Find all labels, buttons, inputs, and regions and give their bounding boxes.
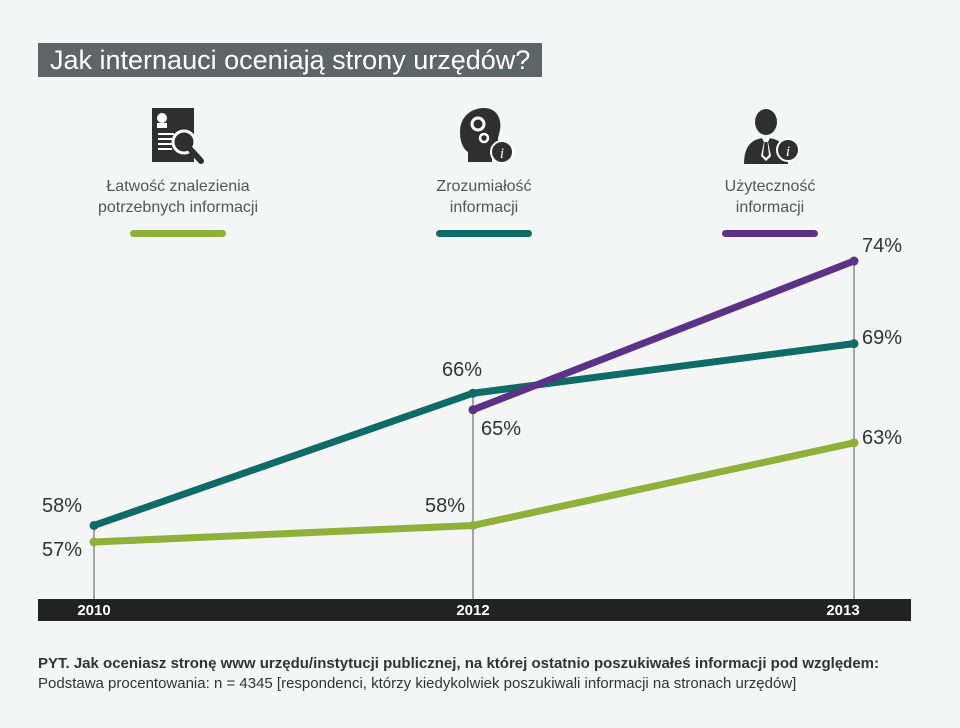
x-tick-label-2013: 2013	[826, 602, 859, 619]
legend-item-clarity: i Zrozumiałość informacji	[374, 106, 594, 237]
data-point-0-2012	[468, 520, 478, 530]
legend-swatch-usefulness	[722, 230, 818, 237]
data-point-0-2013	[849, 438, 859, 448]
legend-label-clarity: Zrozumiałość informacji	[436, 178, 532, 216]
data-label-1-2010: 58%	[42, 495, 82, 517]
legend-item-usefulness: i Użyteczność informacji	[660, 106, 880, 237]
legend-item-ease: Łatwość znalezienia potrzebnych informacj…	[68, 106, 288, 237]
data-point-1-2012	[468, 388, 478, 398]
data-label-0-2010: 57%	[42, 539, 82, 561]
data-label-1-2012: 66%	[442, 359, 482, 381]
x-tick-label-2010: 2010	[77, 602, 110, 619]
head-gears-info-icon: i	[460, 108, 514, 164]
data-point-1-2010	[89, 520, 99, 530]
data-label-2-2012: 65%	[481, 418, 521, 440]
footer: PYT. Jak oceniasz stronę www urzędu/inst…	[38, 654, 938, 694]
data-label-0-2012: 58%	[425, 495, 465, 517]
data-point-1-2013	[849, 339, 859, 349]
data-point-2-2012	[468, 405, 478, 415]
data-point-0-2010	[89, 537, 99, 547]
person-info-icon: i	[744, 109, 800, 164]
svg-text:i: i	[786, 144, 790, 160]
data-label-0-2013: 63%	[862, 427, 902, 449]
data-label-1-2013: 69%	[862, 327, 902, 349]
chart-title: Jak internauci oceniają strony urzędów?	[38, 43, 542, 77]
sample-base-note: Podstawa procentowania: n = 4345 [respon…	[38, 675, 797, 692]
x-tick-label-2012: 2012	[456, 602, 489, 619]
data-point-2-2013	[849, 256, 859, 266]
legend-label-usefulness: Użyteczność informacji	[724, 178, 816, 216]
legend-label-ease: Łatwość znalezienia potrzebnych informacj…	[97, 178, 259, 216]
svg-text:i: i	[500, 146, 504, 162]
survey-question: PYT. Jak oceniasz stronę www urzędu/inst…	[38, 655, 880, 672]
data-label-2-2013: 74%	[862, 235, 902, 257]
x-axis-bar	[38, 599, 911, 621]
legend-swatch-clarity	[436, 230, 532, 237]
series-line-2	[469, 257, 858, 414]
document-search-icon	[152, 108, 204, 164]
legend-swatch-ease	[130, 230, 226, 237]
